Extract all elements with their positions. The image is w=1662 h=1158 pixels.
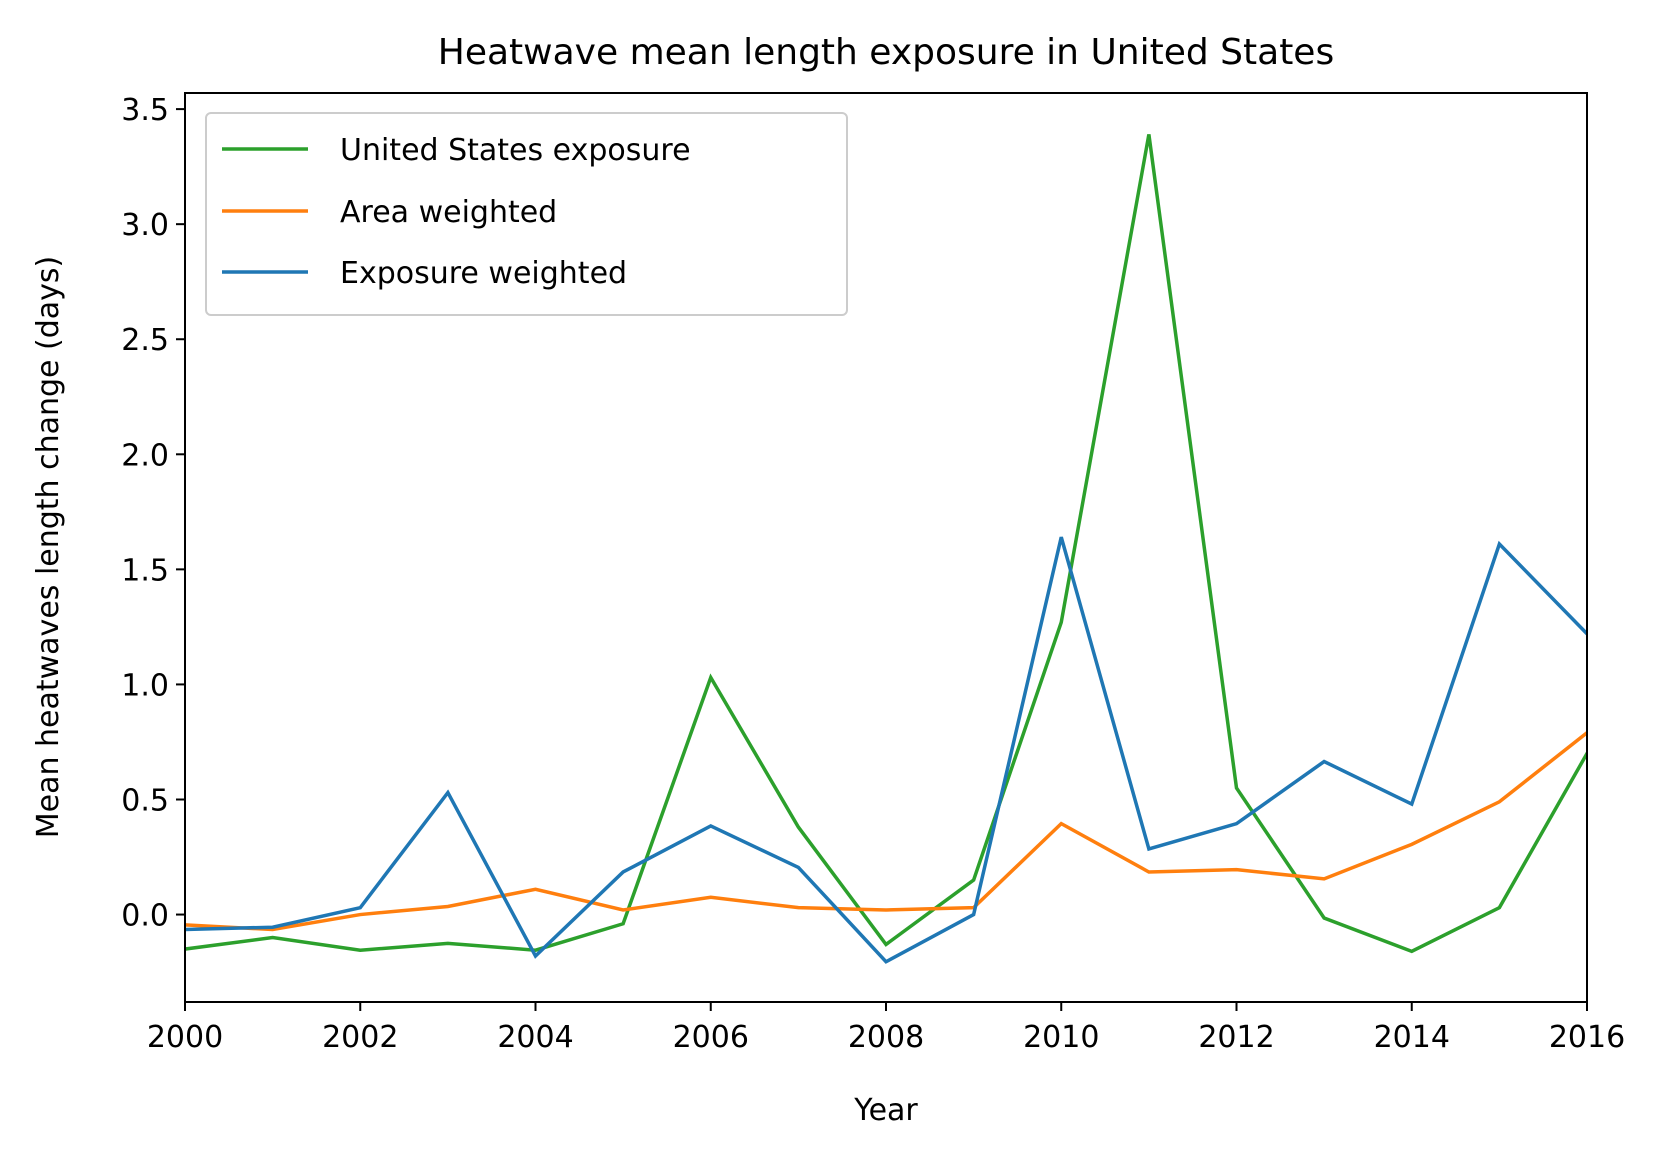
x-tick-label: 2002 (322, 1020, 398, 1055)
x-axis-title: Year (853, 1093, 918, 1128)
y-tick-label: 2.5 (121, 323, 169, 358)
y-tick-label: 2.0 (121, 438, 169, 473)
x-tick-label: 2004 (497, 1020, 573, 1055)
series-line-3 (185, 536, 1587, 964)
x-axis: 2000 2002 2004 2006 2008 2010 2012 2014 2016 (147, 1002, 1625, 1055)
x-tick-label: 2000 (147, 1020, 223, 1055)
x-tick-label: 2006 (673, 1020, 749, 1055)
series-line-2 (185, 730, 1587, 932)
y-axis: 0.0 0.5 1.0 1.5 2.0 2.5 3.0 3.5 (121, 93, 185, 934)
plot-area (184, 92, 1588, 1003)
legend-label-2: Area weighted (340, 195, 557, 230)
y-tick-label: 3.5 (121, 93, 169, 128)
legend-label-3: Exposure weighted (340, 256, 627, 291)
chart-title: Heatwave mean length exposure in United … (438, 32, 1334, 73)
y-tick-label: 3.0 (121, 208, 169, 243)
series-line-1 (185, 134, 1587, 954)
x-tick-label: 2008 (848, 1020, 924, 1055)
series-layer (185, 134, 1587, 964)
y-tick-label: 0.0 (121, 899, 169, 934)
y-axis-title: Mean heatwaves length change (days) (31, 256, 66, 839)
x-tick-label: 2014 (1374, 1020, 1450, 1055)
legend-items: United States exposure Area weighted Expos… (222, 133, 691, 291)
x-tick-label: 2010 (1023, 1020, 1099, 1055)
x-tick-label: 2012 (1198, 1020, 1274, 1055)
legend-label-1: United States exposure (340, 133, 691, 168)
y-tick-label: 1.0 (121, 668, 169, 703)
x-tick-label: 2016 (1549, 1020, 1625, 1055)
legend-box (205, 112, 848, 316)
y-tick-label: 1.5 (121, 553, 169, 588)
legend: United States exposure Area weighted Expos… (205, 112, 848, 316)
y-tick-label: 0.5 (121, 783, 169, 818)
